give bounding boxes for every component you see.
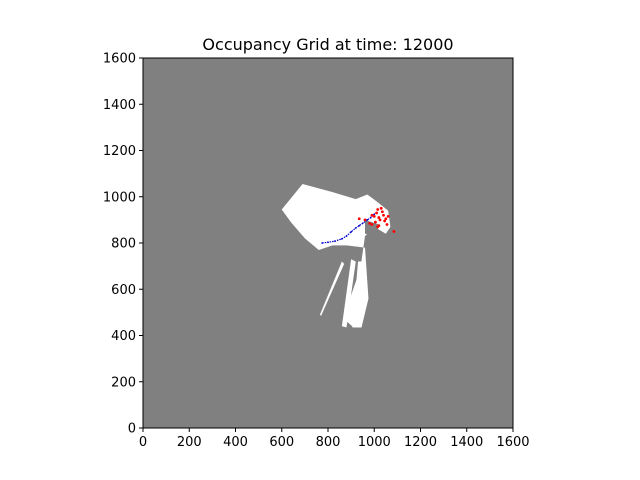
x-tick-label-1: 200 xyxy=(177,435,202,450)
axes: 0 200 400 600 800 1000 1200 1400 1600 0 200 400 600 8… xyxy=(103,52,530,451)
trajectory-point-6 xyxy=(354,227,357,229)
trajectory-point-3 xyxy=(340,237,343,240)
y-tick-label-6: 1200 xyxy=(103,144,136,159)
y-tick-label-3: 600 xyxy=(111,283,136,298)
detection-point-11 xyxy=(380,210,384,214)
detection-point-3 xyxy=(370,213,374,217)
detection-point-1 xyxy=(363,218,367,222)
detection-point-10 xyxy=(379,206,383,210)
x-tick-label-4: 800 xyxy=(316,435,341,450)
free-region-main-free-area xyxy=(281,184,391,328)
trajectory-point-8 xyxy=(361,222,364,225)
detection-point-13 xyxy=(383,219,387,223)
trajectory-point-9 xyxy=(366,218,369,221)
plot-area xyxy=(143,58,513,428)
free-region-scan-ray-1 xyxy=(319,261,345,316)
y-tick-label-2: 400 xyxy=(111,329,136,344)
y-tick-label-4: 800 xyxy=(111,237,136,252)
detection-point-8 xyxy=(377,216,381,219)
detection-point-0 xyxy=(357,217,361,221)
trajectory-point-4 xyxy=(345,235,348,237)
x-tick-label-6: 1200 xyxy=(404,435,437,450)
detection-point-19 xyxy=(370,223,374,226)
detection-point-6 xyxy=(375,211,378,215)
x-tick-label-0: 0 xyxy=(139,435,147,450)
detection-point-2 xyxy=(368,221,372,225)
detection-point-15 xyxy=(386,215,390,218)
trajectory-point-0 xyxy=(321,242,324,244)
y-tick-label-7: 1400 xyxy=(103,98,136,113)
x-tick-label-2: 400 xyxy=(223,435,248,450)
y-tick-label-1: 200 xyxy=(111,375,136,390)
free-region-scan-ray-3 xyxy=(352,261,363,328)
detection-point-16 xyxy=(385,223,389,226)
detection-point-18 xyxy=(392,230,396,233)
detection-point-20 xyxy=(376,225,380,229)
detection-point-14 xyxy=(384,217,388,221)
detection-point-12 xyxy=(382,213,385,217)
x-tick-label-7: 1400 xyxy=(450,435,483,450)
x-tick-label-8: 1600 xyxy=(496,435,529,450)
detection-point-4 xyxy=(372,215,376,218)
x-tick-label-5: 1000 xyxy=(358,435,391,450)
chart-title: Occupancy Grid at time: 12000 xyxy=(202,35,453,54)
detection-point-5 xyxy=(374,220,377,224)
detection-point-7 xyxy=(376,208,380,211)
trajectory-point-7 xyxy=(358,224,361,227)
trajectory-point-1 xyxy=(327,241,329,244)
trajectory-point-10 xyxy=(369,216,372,219)
free-region-scan-ray-2 xyxy=(341,259,356,328)
trajectory-point-2 xyxy=(334,240,336,243)
y-tick-label-8: 1600 xyxy=(103,52,136,67)
trajectory-point-5 xyxy=(350,231,353,233)
x-tick-label-3: 600 xyxy=(269,435,294,450)
y-tick-label-5: 1000 xyxy=(103,190,136,205)
detection-point-9 xyxy=(378,218,382,222)
trajectory-point-11 xyxy=(373,213,376,215)
y-tick-label-0: 0 xyxy=(128,422,136,437)
